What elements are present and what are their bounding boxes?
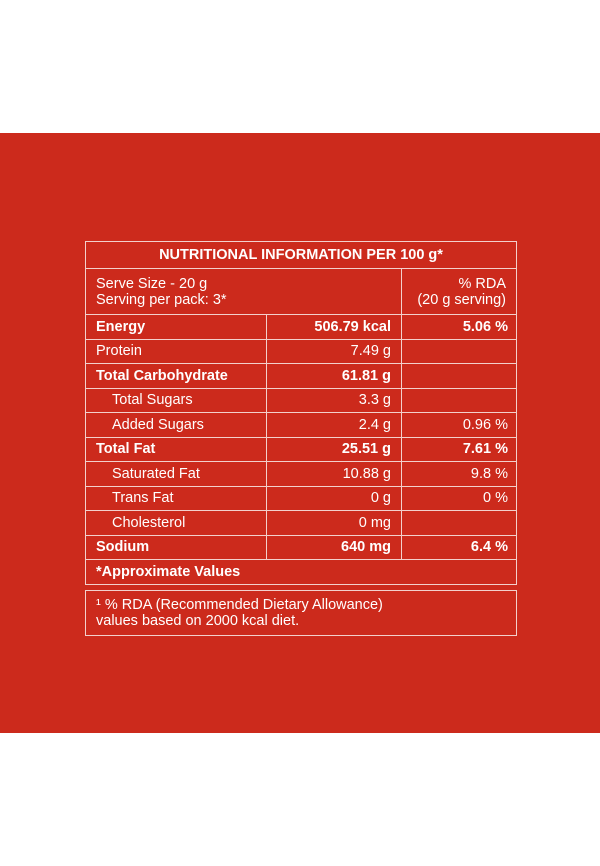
nutrient-cell: Saturated Fat bbox=[86, 462, 266, 486]
nutrient-name: Total Sugars bbox=[112, 392, 193, 409]
nutrient-cell: 9.8 % bbox=[401, 462, 518, 486]
nutrient-cell: 61.81 g bbox=[266, 364, 401, 388]
approx-text: *Approximate Values bbox=[96, 564, 241, 580]
nutrient-name: Cholesterol bbox=[112, 514, 186, 531]
nutrient-cell bbox=[401, 511, 518, 535]
nutrient-row: Saturated Fat 10.88 g 9.8 % bbox=[85, 462, 517, 487]
serve-row: Serve Size - 20 g Serving per pack: 3*% R… bbox=[85, 269, 517, 315]
title-cell: NUTRITIONAL INFORMATION PER 100 g* bbox=[86, 242, 516, 268]
nutrient-cell: 0 mg bbox=[266, 511, 401, 535]
nutrient-cell bbox=[401, 364, 518, 388]
nutrient-cell: 3.3 g bbox=[266, 388, 401, 412]
nutrient-cell: 7.61 % bbox=[401, 437, 518, 461]
nutrient-value: 5.06 % bbox=[462, 318, 508, 335]
nutrient-cell: 0.96 % bbox=[401, 413, 518, 437]
nutrient-row: Total Fat 25.51 g 7.61 % bbox=[85, 437, 518, 462]
nutrient-cell: Cholesterol bbox=[86, 511, 266, 535]
nutrient-value: 7.49 g bbox=[350, 343, 391, 360]
nutrient-row: Energy 506.79 kcal 5.06 % bbox=[85, 315, 517, 340]
nutrient-cell: 10.88 g bbox=[266, 462, 401, 486]
nutrient-value: 61.81 g bbox=[341, 367, 391, 384]
nutrient-cell: Total Sugars bbox=[86, 389, 266, 413]
nutrient-name: Added Sugars bbox=[112, 416, 204, 433]
nutrient-name: Trans Fat bbox=[112, 490, 174, 507]
nutrient-row: Sodium 640 mg 6.4 % bbox=[85, 535, 518, 560]
footnote-box: ¹ % RDA (Recommended Dietary Allowance) v… bbox=[85, 590, 517, 636]
nutrient-value: 7.61 % bbox=[462, 441, 508, 458]
nutrition-table: NUTRITIONAL INFORMATION PER 100 g* Serve … bbox=[85, 241, 517, 636]
nutrient-value: 0 mg bbox=[358, 514, 391, 531]
serve-cell: Serve Size - 20 g Serving per pack: 3* bbox=[86, 269, 401, 314]
nutrient-value: 0 g bbox=[370, 490, 391, 507]
nutrient-cell: 640 mg bbox=[266, 535, 401, 559]
footnote-cell: ¹ % RDA (Recommended Dietary Allowance) v… bbox=[86, 591, 516, 635]
nutrient-value: 640 mg bbox=[341, 539, 391, 556]
nutrient-name: Protein bbox=[96, 343, 142, 360]
nutrient-cell: 506.79 kcal bbox=[266, 315, 401, 339]
nutrient-cell: 2.4 g bbox=[266, 413, 401, 437]
nutrient-name: Energy bbox=[96, 318, 146, 335]
nutrient-cell: Trans Fat bbox=[86, 487, 266, 511]
nutrient-row: Protein 7.49 g bbox=[85, 339, 518, 364]
nutrient-value: 0 % bbox=[483, 490, 508, 507]
footnote-text: ¹ % RDA (Recommended Dietary Allowance) bbox=[96, 597, 383, 613]
table-title: NUTRITIONAL INFORMATION PER 100 g* bbox=[159, 247, 443, 263]
rda-header-cell: % RDA (20 g serving) bbox=[401, 269, 516, 314]
serve-text: Serving per pack: 3* bbox=[96, 291, 227, 308]
nutrient-cell: Energy bbox=[86, 315, 266, 339]
approx-cell: *Approximate Values bbox=[86, 560, 516, 584]
nutrient-cell bbox=[401, 388, 518, 412]
serve-text: Serve Size - 20 g bbox=[96, 275, 208, 292]
rda-header-text: (20 g serving) bbox=[417, 291, 506, 308]
nutrient-value: 506.79 kcal bbox=[314, 318, 391, 335]
nutrient-cell: 25.51 g bbox=[266, 437, 401, 461]
nutrient-row: Trans Fat 0 g 0 % bbox=[85, 486, 518, 511]
nutrient-cell: 6.4 % bbox=[401, 535, 518, 559]
rda-header-text: % RDA bbox=[458, 275, 506, 292]
approx-row: *Approximate Values bbox=[85, 560, 517, 585]
nutrient-row: Total Sugars 3.3 g bbox=[85, 388, 518, 413]
nutrient-cell: Total Fat bbox=[86, 438, 266, 462]
red-background bbox=[0, 133, 600, 733]
nutrient-value: 2.4 g bbox=[358, 416, 391, 433]
nutrient-name: Total Fat bbox=[96, 441, 156, 458]
nutrient-name: Total Carbohydrate bbox=[96, 367, 228, 384]
nutrient-cell: Total Carbohydrate bbox=[86, 364, 266, 388]
nutrient-cell: 0 % bbox=[401, 486, 518, 510]
nutrient-name: Sodium bbox=[96, 539, 150, 556]
nutrient-cell: Protein bbox=[86, 340, 266, 364]
nutrient-cell: Sodium bbox=[86, 536, 266, 560]
nutrient-name: Saturated Fat bbox=[112, 465, 200, 482]
nutrient-value: 25.51 g bbox=[341, 441, 391, 458]
nutrient-value: 10.88 g bbox=[342, 465, 391, 482]
footnote-text: values based on 2000 kcal diet. bbox=[96, 613, 300, 629]
nutrient-row: Added Sugars 2.4 g 0.96 % bbox=[85, 413, 517, 438]
nutrient-value: 6.4 % bbox=[470, 539, 508, 556]
nutrient-row: Cholesterol 0 mg bbox=[85, 511, 517, 536]
nutrient-value: 0.96 % bbox=[462, 416, 508, 433]
title-row: NUTRITIONAL INFORMATION PER 100 g* bbox=[85, 241, 517, 269]
nutrient-cell bbox=[401, 339, 518, 363]
nutrient-value: 9.8 % bbox=[470, 465, 508, 482]
nutrient-value: 3.3 g bbox=[358, 392, 391, 409]
nutrient-cell: Added Sugars bbox=[86, 413, 266, 437]
nutrient-cell: 5.06 % bbox=[401, 315, 518, 339]
nutrient-row: Total Carbohydrate 61.81 g bbox=[85, 364, 517, 389]
nutrient-cell: 7.49 g bbox=[266, 339, 401, 363]
nutrient-cell: 0 g bbox=[266, 486, 401, 510]
